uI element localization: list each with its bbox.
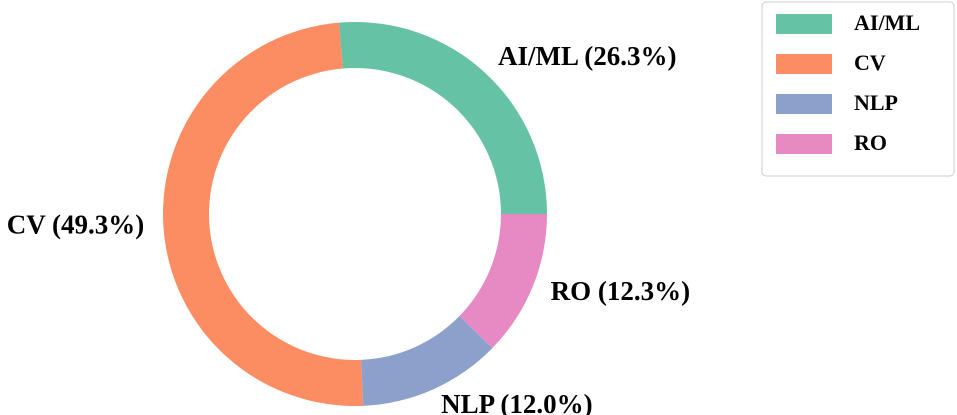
legend-label: NLP	[854, 90, 898, 115]
legend-label: AI/ML	[854, 10, 920, 35]
slice-label: RO (12.3%)	[551, 276, 690, 306]
slice-label: AI/ML (26.3%)	[498, 41, 677, 71]
legend-swatch	[776, 134, 832, 154]
legend-label: RO	[854, 130, 887, 155]
donut-slice	[339, 22, 547, 214]
donut-slice	[361, 316, 493, 406]
legend-swatch	[776, 54, 832, 74]
slice-label: NLP (12.0%)	[441, 389, 593, 415]
donut-slice	[459, 214, 547, 349]
legend-swatch	[776, 14, 832, 34]
donut-slice	[163, 22, 364, 406]
legend-box	[761, 1, 955, 177]
legend-swatch	[776, 94, 832, 114]
legend-label: CV	[854, 50, 886, 75]
slice-label: CV (49.3%)	[7, 209, 145, 239]
